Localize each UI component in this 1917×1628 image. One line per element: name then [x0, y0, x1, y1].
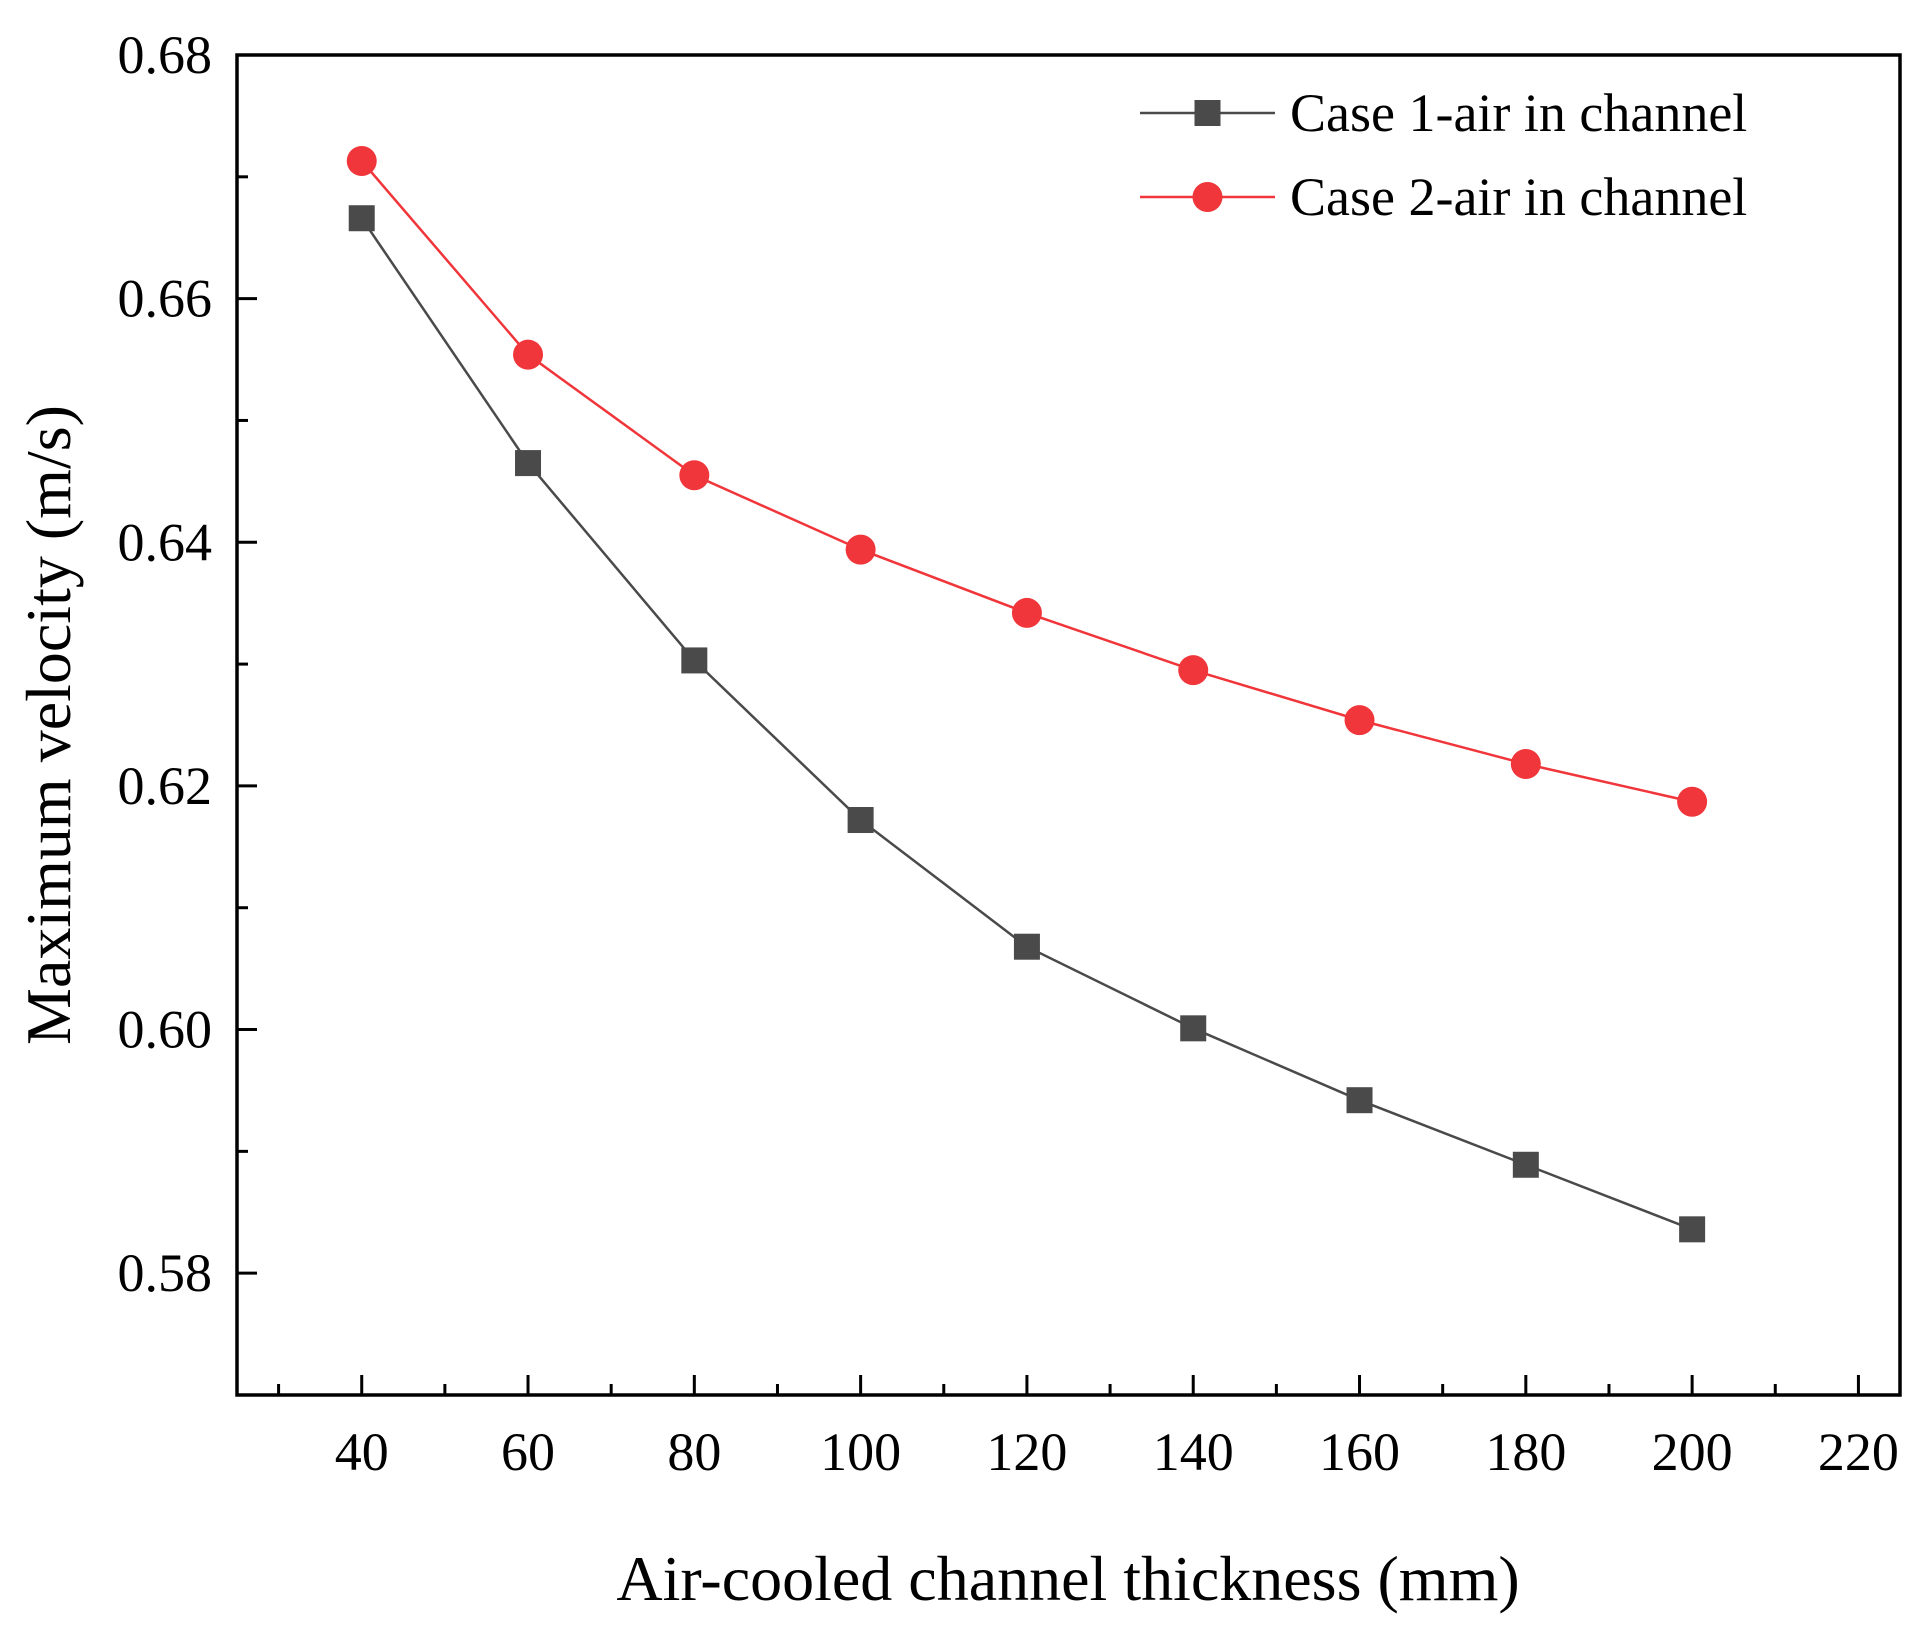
series-layer — [346, 145, 1708, 1243]
y-tick-label: 0.66 — [118, 269, 213, 329]
series-2-point — [1178, 655, 1209, 686]
series-1-point — [847, 807, 874, 834]
series-1-point — [515, 450, 542, 477]
x-tick-label: 180 — [1485, 1422, 1566, 1482]
y-tick-label: 0.58 — [118, 1243, 213, 1303]
series-2-point — [513, 339, 544, 370]
x-tick-label: 60 — [501, 1422, 555, 1482]
x-tick-label: 100 — [820, 1422, 901, 1482]
y-tick-label: 0.62 — [118, 756, 213, 816]
x-tick-label: 200 — [1652, 1422, 1733, 1482]
x-tick-label: 140 — [1153, 1422, 1234, 1482]
series-1-point — [1679, 1216, 1706, 1243]
series-2-point — [1011, 597, 1042, 628]
tick-layer: 40 60 80 100 120 140 160 180 200 220 0.58 0.60 0.62 0… — [118, 25, 1899, 1482]
y-tick-label: 0.68 — [118, 25, 213, 85]
series-1 — [348, 205, 1706, 1243]
series-1-point — [1013, 933, 1040, 960]
legend-label-1: Case 1-air in channel — [1290, 83, 1747, 143]
series-2-point — [1510, 748, 1541, 779]
series-1-point — [348, 205, 375, 232]
series-1-point — [1180, 1015, 1207, 1042]
series-2-point — [1677, 786, 1708, 817]
legend-marker-1 — [1194, 100, 1221, 126]
y-tick-label: 0.64 — [118, 512, 213, 572]
series-1-point — [1512, 1151, 1539, 1178]
y-axis-title: Maximum velocity (m/s) — [13, 405, 84, 1045]
x-tick-label: 220 — [1818, 1422, 1899, 1482]
x-tick-label: 40 — [335, 1422, 389, 1482]
x-tick-label: 80 — [667, 1422, 721, 1482]
x-axis-title: Air-cooled channel thickness (mm) — [616, 1543, 1519, 1614]
series-2-point — [679, 460, 710, 491]
legend-marker-2 — [1192, 182, 1223, 212]
series-2-point — [1344, 705, 1375, 736]
x-tick-label: 120 — [986, 1422, 1067, 1482]
x-tick-label: 160 — [1319, 1422, 1400, 1482]
series-2-point — [346, 145, 377, 176]
y-tick-label: 0.60 — [118, 1000, 213, 1060]
series-2-point — [845, 534, 876, 565]
series-1-point — [681, 647, 708, 674]
legend-label-2: Case 2-air in channel — [1290, 167, 1747, 227]
plot-frame — [235, 53, 1902, 1397]
legend: Case 1-air in channel Case 2-air in chann… — [1140, 83, 1747, 227]
series-2 — [346, 145, 1708, 817]
series-1-point — [1346, 1087, 1373, 1114]
